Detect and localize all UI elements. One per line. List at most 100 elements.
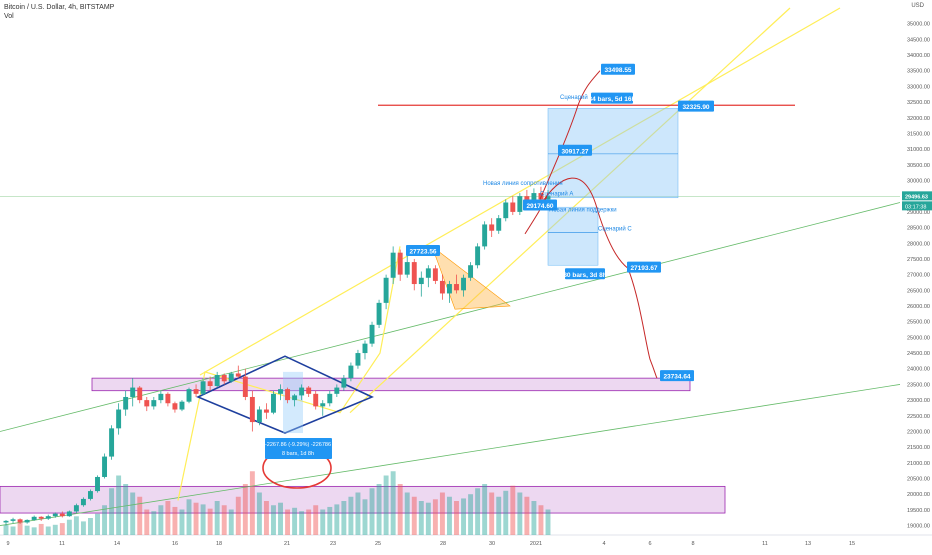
candle-body <box>130 387 136 397</box>
candle-body <box>158 393 164 401</box>
candle-body <box>545 196 551 200</box>
price-tick-label: 34000.00 <box>907 53 930 59</box>
volume-bar <box>524 496 530 535</box>
price-label-upper-mid-bg <box>558 144 592 156</box>
volume-bar <box>59 523 65 535</box>
candle-body <box>292 395 298 401</box>
volume-bar <box>31 527 37 535</box>
candle-body <box>73 505 79 512</box>
volume-bar <box>271 505 276 535</box>
time-tick-label: 15 <box>849 541 855 547</box>
volume-bar <box>362 499 368 535</box>
price-tick-label: 27000.00 <box>907 273 930 279</box>
volume-bar <box>256 492 262 535</box>
price-tick-label: 23000.00 <box>907 398 930 404</box>
volume-bar <box>545 509 551 535</box>
candle-body <box>320 403 326 407</box>
price-label-target-top-bg <box>601 63 635 75</box>
price-tick-label: 32500.00 <box>907 100 930 106</box>
candle-body <box>489 224 495 231</box>
range-label-upper-box: 34 bars, 5d 16h <box>589 96 636 103</box>
price-tick-label: 27500.00 <box>907 257 930 263</box>
candle-body <box>306 387 312 394</box>
time-tick-label: 30 <box>489 541 495 547</box>
volume-bar <box>263 501 269 535</box>
time-tick-label: 25 <box>375 541 381 547</box>
last-price-badge: 29496.63 <box>905 194 928 200</box>
volume-bar <box>137 496 143 535</box>
volume-bar <box>334 504 340 535</box>
time-tick-label: 11 <box>762 541 768 547</box>
price-tick-label: 23500.00 <box>907 382 930 388</box>
volume-bar <box>418 501 424 535</box>
time-tick-label: 9 <box>6 541 9 547</box>
volume-bar <box>411 496 417 535</box>
volume-bar <box>80 521 86 535</box>
time-tick-label: 18 <box>216 541 222 547</box>
price-label-right-mid: 27193.67 <box>630 265 657 272</box>
price-label-left-peak-bg <box>406 244 440 256</box>
price-tick-label: 24500.00 <box>907 351 930 357</box>
time-tick-label: 14 <box>114 541 120 547</box>
volume-bar <box>144 509 150 535</box>
time-tick-label: 2021 <box>530 541 542 547</box>
supply-zone-upper <box>91 377 691 392</box>
volume-bar <box>109 488 115 535</box>
countdown-badge: 03:17:38 <box>905 204 926 210</box>
candle-body <box>404 262 410 275</box>
volume-bar <box>278 502 283 535</box>
volume-bar <box>475 488 481 535</box>
candle-body <box>390 252 396 278</box>
candle-body <box>144 400 150 407</box>
last-price-badge-bg <box>902 191 932 201</box>
candle-body <box>425 268 431 278</box>
demand-zone-lower <box>0 485 726 514</box>
candle-body <box>102 456 108 477</box>
time-tick-label: 6 <box>648 541 651 547</box>
candle-body <box>446 284 452 294</box>
candle-body <box>228 373 234 382</box>
volume-bar <box>355 492 361 535</box>
price-tick-label: 20000.00 <box>907 492 930 498</box>
candle-body <box>31 516 37 520</box>
volume-bar <box>404 492 410 535</box>
price-tick-label: 33000.00 <box>907 84 930 90</box>
candle-body <box>59 513 65 517</box>
candle-body <box>299 387 305 396</box>
candle-body <box>348 365 354 379</box>
candle-body <box>116 409 122 429</box>
price-tick-label: 24000.00 <box>907 367 930 373</box>
candle-body <box>66 511 72 517</box>
price-tick-label: 22500.00 <box>907 414 930 420</box>
candle-body <box>475 246 481 266</box>
candle-body <box>397 252 403 275</box>
candle-body <box>503 202 509 219</box>
price-tick-label: 32000.00 <box>907 116 930 122</box>
volume-bar <box>24 525 30 535</box>
range-label-lower-box-bg <box>565 268 605 280</box>
price-label-current-bg <box>523 199 557 211</box>
volume-bar <box>200 504 206 535</box>
volume-bar <box>489 492 495 535</box>
candle-body <box>285 389 291 401</box>
volume-bar <box>285 509 291 535</box>
volume-bar <box>73 516 79 535</box>
price-tick-label: 34500.00 <box>907 37 930 43</box>
measure-highlight <box>283 371 303 434</box>
volume-bar <box>327 506 333 535</box>
volume-bar <box>45 526 51 535</box>
volume-bar <box>151 511 157 535</box>
candle-body <box>165 393 171 404</box>
candle-body <box>221 375 227 382</box>
candle-body <box>193 389 199 394</box>
volume-indicator-label: Vol <box>4 13 14 20</box>
volume-bar <box>17 522 23 535</box>
candle-body <box>383 277 389 303</box>
measure-label-line1: -2267.86 (-9.29%) -226786 <box>265 442 331 448</box>
range-label-upper-box-bg <box>591 92 633 104</box>
candle-body <box>186 389 192 402</box>
price-axis <box>900 0 932 550</box>
candle-body <box>334 387 340 394</box>
